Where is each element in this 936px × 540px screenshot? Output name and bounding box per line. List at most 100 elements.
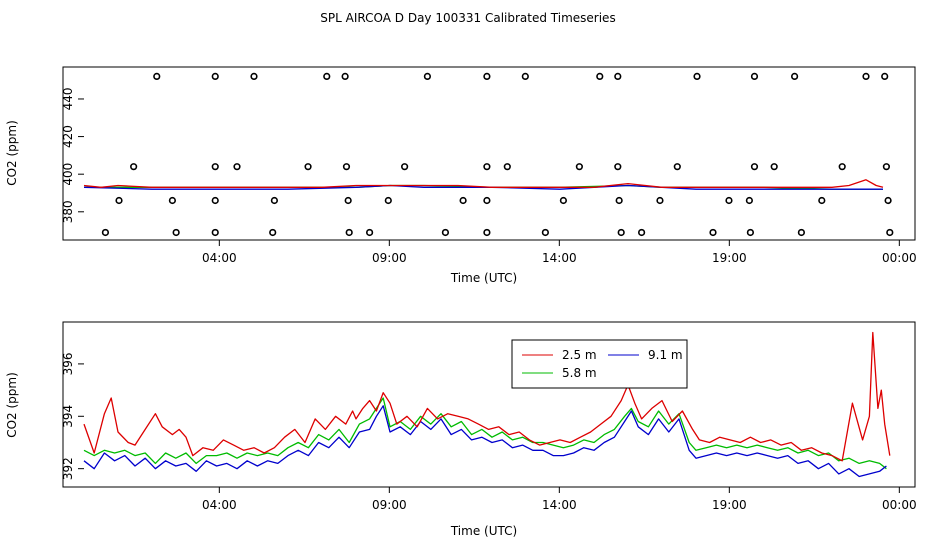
data-point bbox=[656, 196, 664, 205]
data-point bbox=[342, 163, 351, 171]
x-tick-label: 14:00 bbox=[542, 251, 577, 265]
top-panel: 04:00 09:00 14:00 19:00 00:00 380 400 420 440 T… bbox=[5, 66, 917, 285]
top-plot-frame bbox=[62, 66, 916, 241]
data-point bbox=[559, 196, 568, 205]
y-tick-label: 420 bbox=[61, 125, 75, 148]
data-point bbox=[172, 228, 180, 237]
bottom-plot-frame bbox=[62, 321, 916, 488]
data-point bbox=[483, 163, 491, 171]
legend: 2.5 m 9.1 m 5.8 m bbox=[511, 339, 688, 389]
x-tick-label: 09:00 bbox=[372, 251, 407, 265]
x-tick-label: 00:00 bbox=[882, 498, 917, 512]
data-point bbox=[344, 196, 352, 205]
data-point bbox=[115, 196, 123, 205]
x-tick-label: 14:00 bbox=[542, 498, 577, 512]
data-point bbox=[541, 228, 549, 237]
data-point bbox=[270, 196, 279, 205]
series-line-2-5-m bbox=[83, 179, 884, 188]
data-point bbox=[745, 196, 753, 205]
top-marks bbox=[83, 72, 894, 237]
data-point bbox=[790, 72, 799, 81]
data-point bbox=[750, 72, 759, 81]
y-tick-label: 396 bbox=[61, 352, 75, 375]
bottom-panel: 04:00 09:00 14:00 19:00 00:00 392 394 396 Time… bbox=[5, 321, 917, 538]
data-point bbox=[709, 228, 717, 237]
data-point bbox=[423, 72, 432, 81]
data-point bbox=[818, 196, 826, 205]
data-point bbox=[617, 228, 625, 237]
data-point bbox=[459, 196, 467, 205]
data-point bbox=[503, 163, 511, 171]
data-point bbox=[250, 72, 258, 81]
data-point bbox=[101, 228, 110, 237]
data-point bbox=[366, 228, 374, 237]
x-tick-label: 19:00 bbox=[712, 498, 747, 512]
data-point bbox=[881, 72, 889, 81]
bottom-y-axis: 392 394 396 bbox=[61, 352, 84, 480]
bottom-y-axis-label: CO2 (ppm) bbox=[5, 372, 19, 438]
legend-label-9-1m: 9.1 m bbox=[648, 348, 683, 362]
bottom-marks bbox=[83, 331, 891, 478]
series-line-2-5-m bbox=[83, 331, 891, 462]
top-x-axis: 04:00 09:00 14:00 19:00 00:00 bbox=[202, 240, 917, 265]
x-tick-label: 19:00 bbox=[712, 251, 747, 265]
bottom-x-axis: 04:00 09:00 14:00 19:00 00:00 bbox=[202, 487, 917, 512]
series-line-5-8-m bbox=[83, 397, 887, 470]
chart-title: SPL AIRCOA D Day 100331 Calibrated Times… bbox=[320, 11, 615, 25]
data-point bbox=[153, 72, 161, 81]
data-point bbox=[483, 196, 491, 205]
x-tick-label: 09:00 bbox=[372, 498, 407, 512]
data-point bbox=[211, 163, 219, 171]
data-point bbox=[401, 163, 409, 171]
data-point bbox=[614, 163, 622, 171]
data-point bbox=[637, 228, 646, 237]
data-point bbox=[615, 196, 623, 205]
data-point bbox=[882, 163, 891, 171]
data-point bbox=[211, 228, 219, 237]
data-point bbox=[168, 196, 176, 205]
bottom-x-axis-label: Time (UTC) bbox=[450, 524, 517, 538]
series-line-9-1-m bbox=[83, 405, 887, 478]
data-point bbox=[886, 228, 894, 237]
y-tick-label: 440 bbox=[61, 88, 75, 111]
y-tick-label: 380 bbox=[61, 200, 75, 223]
data-point bbox=[345, 228, 353, 237]
legend-label-2-5m: 2.5 m bbox=[562, 348, 597, 362]
x-tick-label: 04:00 bbox=[202, 251, 237, 265]
data-point bbox=[304, 163, 312, 171]
legend-box bbox=[511, 339, 688, 389]
data-point bbox=[838, 163, 846, 171]
y-tick-label: 394 bbox=[61, 405, 75, 428]
data-point bbox=[862, 72, 870, 81]
x-tick-label: 04:00 bbox=[202, 498, 237, 512]
data-point bbox=[673, 163, 681, 171]
data-point bbox=[441, 228, 450, 237]
x-tick-label: 00:00 bbox=[882, 251, 917, 265]
data-point bbox=[797, 228, 806, 237]
data-point bbox=[341, 72, 349, 81]
data-point bbox=[770, 163, 778, 171]
y-tick-label: 392 bbox=[61, 457, 75, 480]
data-point bbox=[483, 228, 491, 237]
data-point bbox=[750, 163, 759, 171]
data-point bbox=[521, 72, 529, 81]
data-point bbox=[233, 163, 241, 171]
data-point bbox=[211, 196, 219, 205]
data-point bbox=[384, 196, 392, 205]
y-tick-label: 400 bbox=[61, 163, 75, 186]
data-point bbox=[323, 72, 331, 81]
top-y-axis-label: CO2 (ppm) bbox=[5, 120, 19, 186]
data-point bbox=[211, 72, 219, 81]
data-point bbox=[693, 72, 701, 81]
top-y-axis: 380 400 420 440 bbox=[61, 88, 84, 223]
top-x-axis-label: Time (UTC) bbox=[450, 271, 517, 285]
legend-label-5-8m: 5.8 m bbox=[562, 366, 597, 380]
data-point bbox=[575, 163, 583, 171]
data-point bbox=[596, 72, 604, 81]
data-point bbox=[746, 228, 755, 237]
data-point bbox=[614, 72, 622, 81]
data-point bbox=[483, 72, 491, 81]
data-point bbox=[130, 163, 138, 171]
data-point bbox=[725, 196, 733, 205]
